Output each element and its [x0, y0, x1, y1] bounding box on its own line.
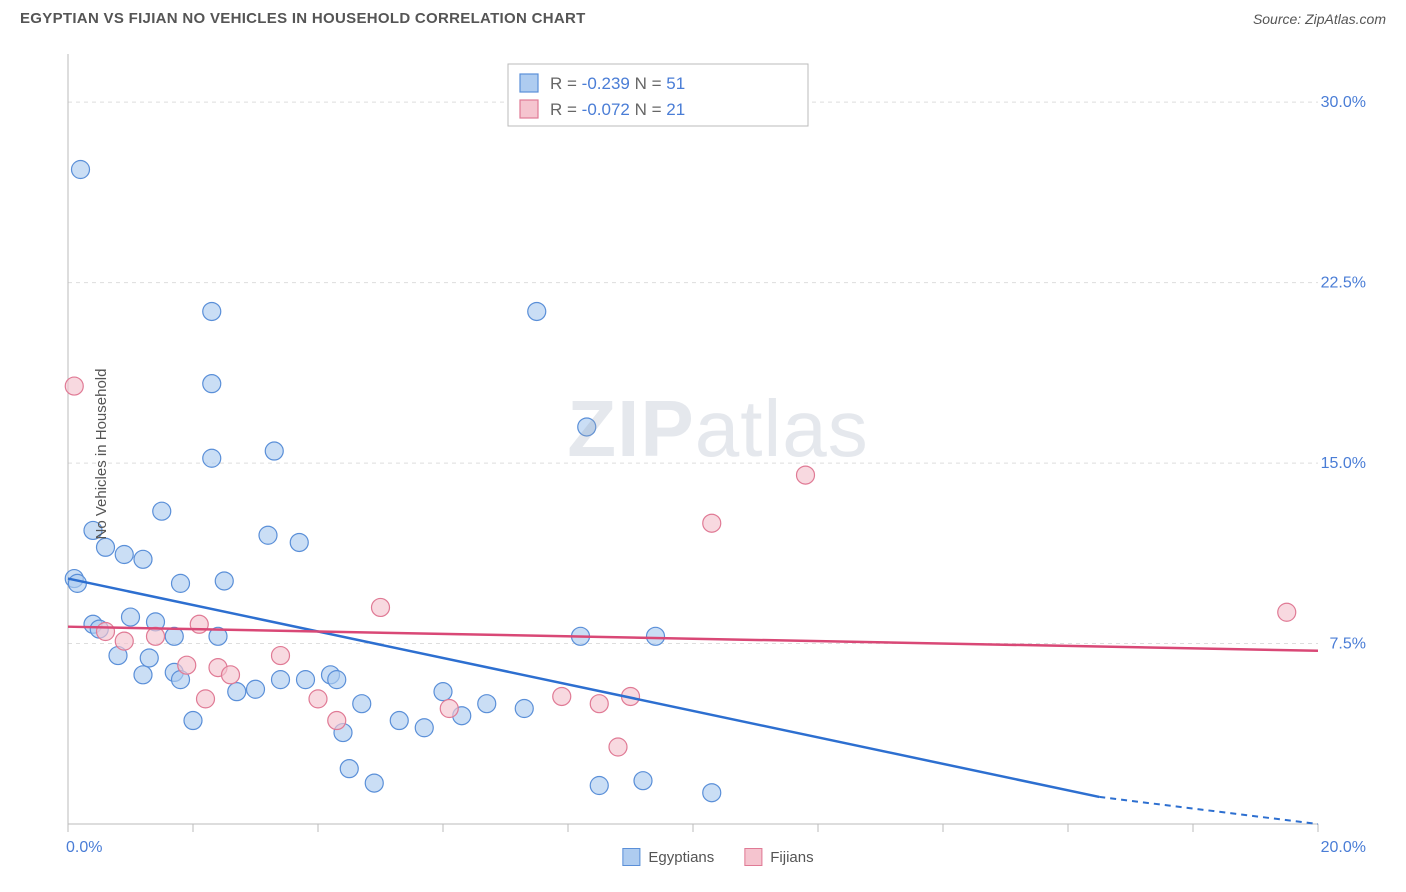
legend-item: Egyptians [622, 848, 714, 866]
svg-text:R = -0.072 N = 21: R = -0.072 N = 21 [550, 100, 685, 119]
legend-swatch [744, 848, 762, 866]
svg-text:0.0%: 0.0% [66, 839, 102, 856]
legend-label: Egyptians [648, 849, 714, 866]
page-title: EGYPTIAN VS FIJIAN NO VEHICLES IN HOUSEH… [20, 10, 586, 27]
y-axis-label: No Vehicles in Household [93, 369, 110, 540]
svg-text:22.5%: 22.5% [1321, 275, 1366, 292]
svg-text:20.0%: 20.0% [1321, 839, 1366, 856]
legend-item: Fijians [744, 848, 813, 866]
series-legend: Egyptians Fijians [622, 848, 813, 866]
legend-swatch [622, 848, 640, 866]
svg-text:R = -0.239 N = 51: R = -0.239 N = 51 [550, 74, 685, 93]
correlation-chart: No Vehicles in Household ZIPatlas 7.5%15… [48, 44, 1388, 864]
svg-text:15.0%: 15.0% [1321, 455, 1366, 472]
svg-text:7.5%: 7.5% [1330, 636, 1366, 653]
chart-canvas: 7.5% 15.0% 22.5% 30.0% 0.0% 20.0% R = -0.239 N… [48, 44, 1388, 864]
svg-text:30.0%: 30.0% [1321, 94, 1366, 111]
source-attribution: Source: ZipAtlas.com [1253, 11, 1386, 27]
legend-label: Fijians [770, 849, 813, 866]
